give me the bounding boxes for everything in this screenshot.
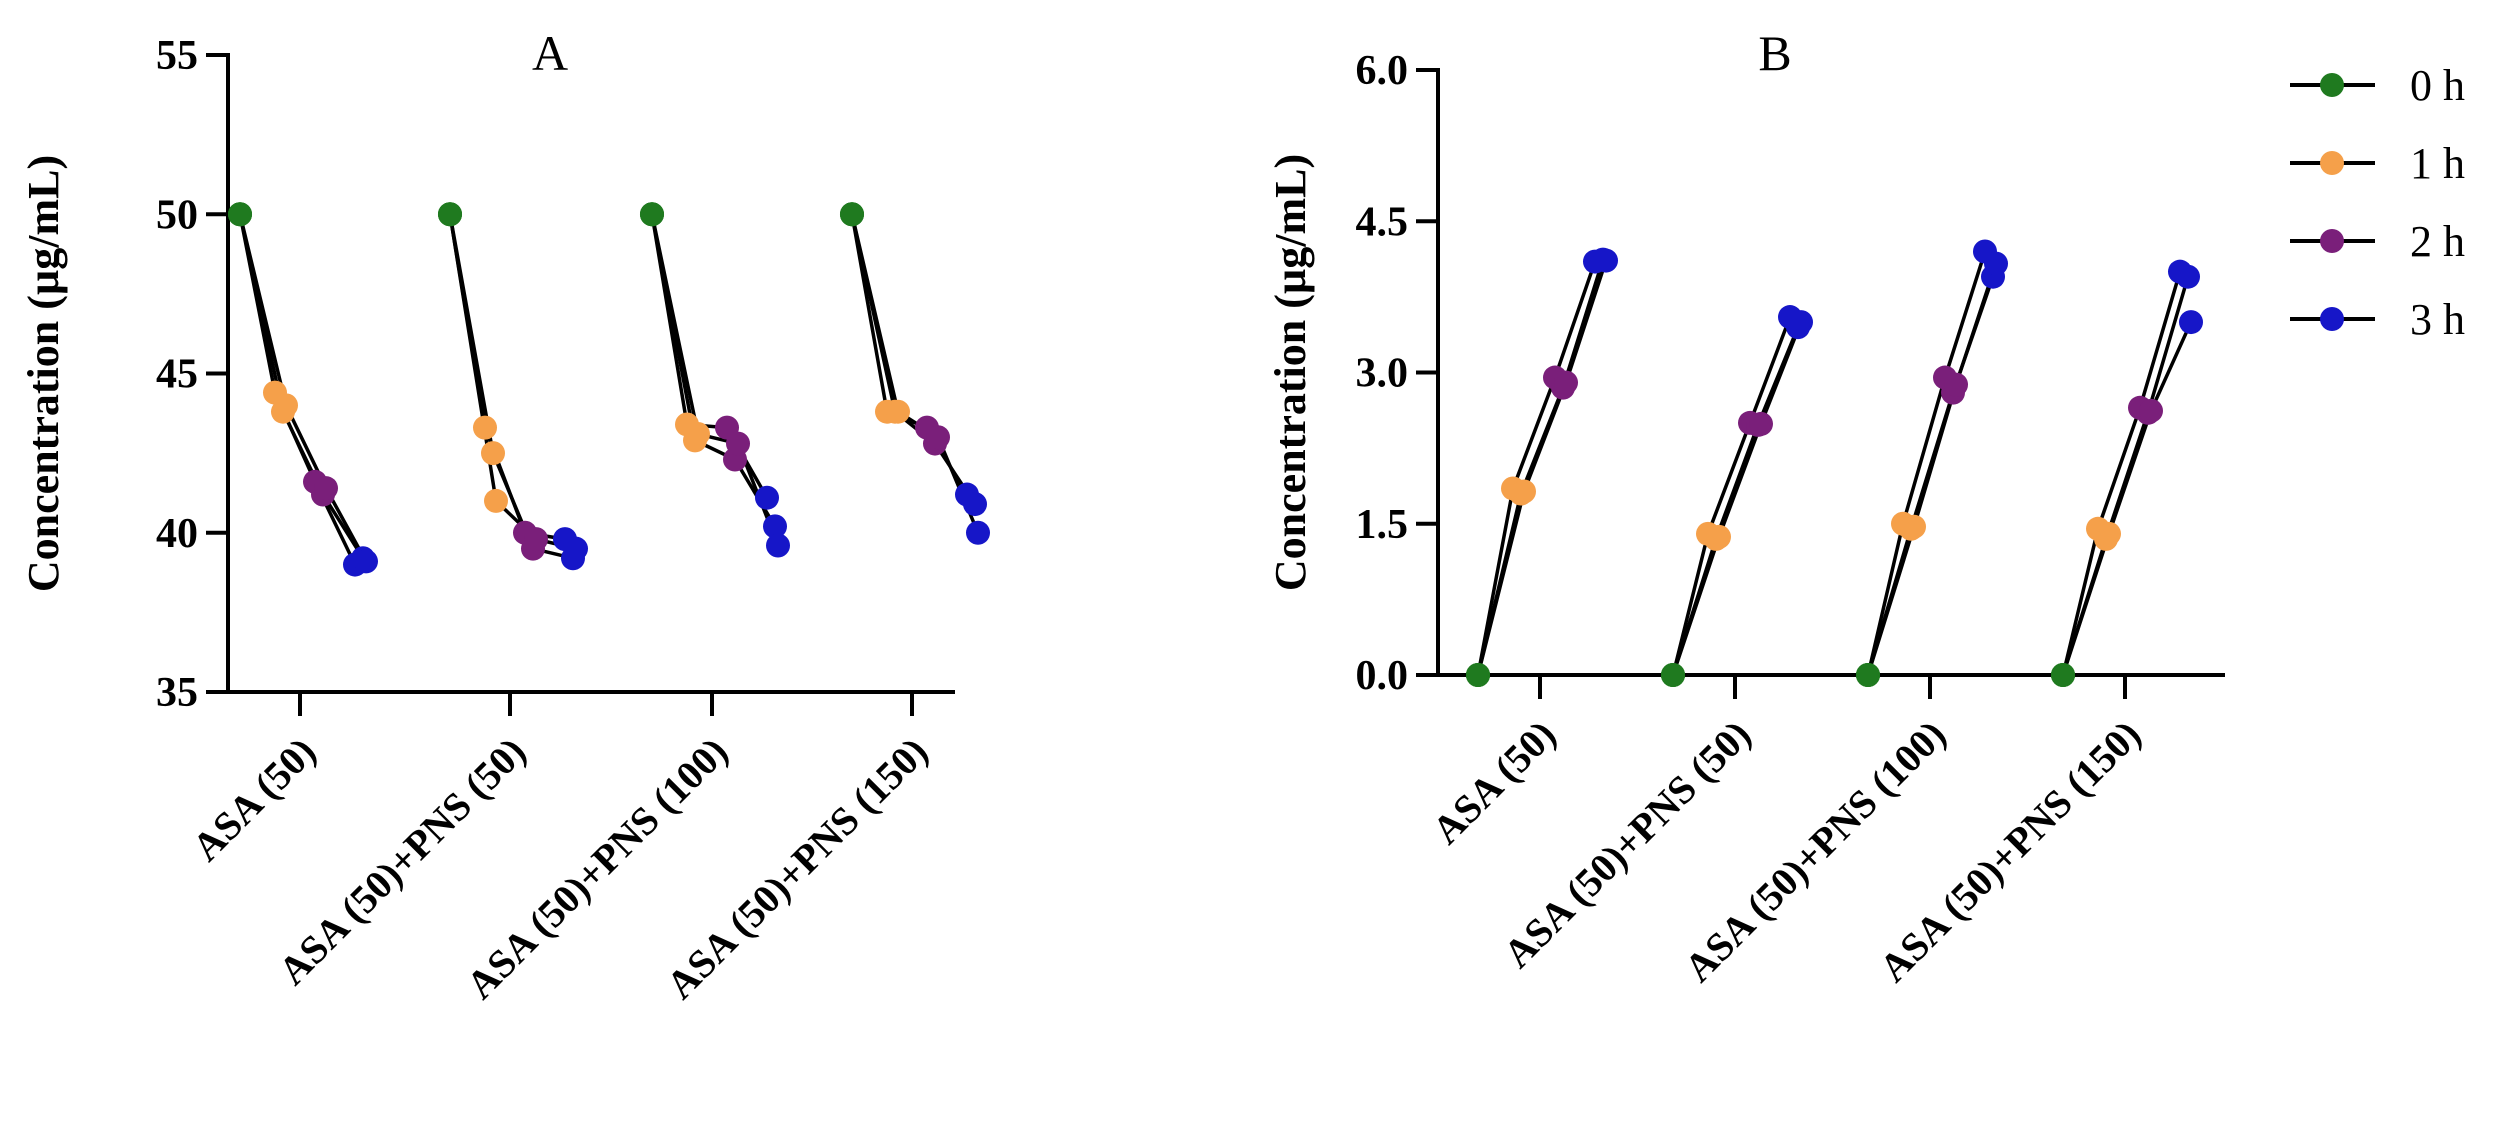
y-tick-label: 3.0 (1356, 351, 1409, 397)
legend-label: 1 h (2410, 139, 2465, 188)
data-point-0h (1856, 663, 1880, 687)
legend-label: 2 h (2410, 217, 2465, 266)
y-tick-label: 40 (156, 511, 198, 557)
data-point-3h (963, 492, 987, 517)
replicate-line (650, 213, 777, 528)
data-point-3h (966, 520, 990, 545)
data-point-3h (1789, 310, 1813, 335)
replicate-line (1866, 263, 1998, 676)
data-point-3h (2179, 310, 2203, 335)
replicate-line (2061, 271, 2182, 676)
data-point-1h (1902, 514, 1926, 539)
replicate-line (850, 213, 969, 496)
legend-marker (2320, 307, 2344, 331)
y-tick-label: 6.0 (1356, 48, 1409, 94)
y-tick-label: 4.5 (1356, 199, 1409, 245)
legend-marker (2320, 73, 2344, 97)
data-point-1h (274, 393, 298, 418)
data-point-1h (473, 415, 497, 440)
replicate-line (1476, 261, 1597, 676)
data-point-3h (2176, 264, 2200, 289)
replicate-line (850, 213, 980, 534)
data-point-3h (766, 533, 790, 558)
data-point-0h (2051, 663, 2075, 687)
legend: 0 h 1 h 2 h 3 h (2290, 61, 2465, 344)
data-point-3h (354, 549, 378, 574)
data-point-2h (926, 425, 950, 450)
data-point-1h (1707, 524, 1731, 549)
legend-label: 3 h (2410, 295, 2465, 344)
replicate-line (2061, 321, 2193, 676)
y-tick-label: 50 (156, 192, 198, 238)
data-point-1h (1512, 479, 1536, 504)
data-point-1h (2097, 521, 2121, 546)
x-tick-label: ASA (50) (1423, 712, 1564, 853)
data-point-0h (228, 202, 252, 227)
replicate-line (1671, 321, 1803, 676)
data-point-0h (1661, 663, 1685, 687)
x-tick-label: ASA (50) (183, 729, 324, 870)
y-tick-label: 55 (156, 33, 198, 79)
data-point-0h (840, 202, 864, 227)
data-point-3h (1984, 251, 2008, 276)
data-point-2h (1554, 370, 1578, 395)
data-point-3h (564, 536, 588, 561)
data-point-1h (481, 441, 505, 466)
data-point-3h (755, 485, 779, 510)
data-point-0h (640, 202, 664, 227)
y-axis-title: Concentration (µg/mL) (1266, 154, 1315, 591)
data-point-2h (1749, 411, 1773, 436)
panel-title: A (532, 25, 568, 81)
y-axis-title: Concentration (µg/mL) (19, 155, 68, 592)
data-point-0h (438, 202, 462, 227)
data-point-1h (686, 422, 710, 447)
panel-title: B (1758, 25, 1791, 81)
y-tick-label: 45 (156, 352, 198, 398)
replicate-line (1671, 316, 1792, 676)
data-point-2h (1944, 372, 1968, 397)
replicate-line (1866, 250, 1987, 676)
data-point-3h (1594, 248, 1618, 273)
data-point-2h (314, 476, 338, 501)
y-tick-label: 0.0 (1356, 653, 1409, 699)
replicate-line (238, 213, 365, 560)
data-point-2h (2139, 398, 2163, 423)
y-tick-label: 35 (156, 670, 198, 716)
replicate-line (448, 213, 574, 560)
replicate-line (1476, 260, 1608, 676)
legend-marker (2320, 229, 2344, 253)
data-point-1h (484, 488, 508, 513)
y-tick-label: 1.5 (1356, 502, 1409, 548)
replicate-line (850, 213, 977, 506)
data-point-2h (524, 527, 548, 552)
data-point-1h (886, 399, 910, 424)
data-point-2h (726, 431, 750, 456)
data-point-3h (763, 514, 787, 539)
legend-label: 0 h (2410, 61, 2465, 110)
replicate-line (650, 213, 769, 499)
legend-marker (2320, 151, 2344, 175)
replicate-line (238, 213, 368, 563)
data-point-0h (1466, 663, 1490, 687)
